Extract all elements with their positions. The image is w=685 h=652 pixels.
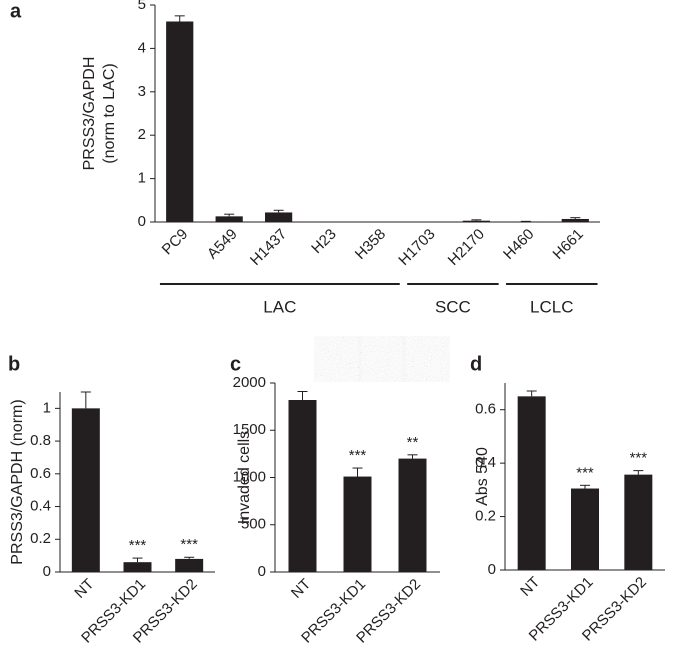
error-bar: [580, 484, 590, 489]
error-bar: [633, 470, 644, 475]
bar: [71, 408, 100, 572]
panel-label: b: [8, 353, 20, 375]
y-tick-label: 0.2: [30, 530, 51, 547]
error-bar: [224, 213, 235, 217]
panel-label: c: [230, 353, 241, 375]
significance: ***: [349, 447, 367, 464]
y-tick-label: 5: [138, 0, 146, 13]
y-axis-label: Invaded cells: [236, 431, 253, 524]
significance: ***: [630, 450, 648, 467]
y-tick-label: 3: [138, 83, 146, 100]
bar: [288, 400, 317, 572]
bar: [624, 474, 653, 570]
significance: ***: [129, 537, 147, 554]
bar: [166, 21, 194, 222]
bar: [215, 216, 243, 222]
y-tick-label: 0.8: [30, 432, 51, 449]
bar: [343, 476, 372, 572]
y-tick-label: 0.4: [475, 454, 496, 471]
y-tick-label: 0.4: [30, 498, 51, 515]
bar: [398, 458, 427, 572]
y-tick-label: 2000: [233, 374, 266, 391]
bar: [175, 558, 204, 572]
y-tick-label: 0: [258, 563, 266, 580]
bar: [561, 218, 589, 222]
error-bar: [352, 467, 363, 477]
y-axis-label: PRSS3/GAPDH: [81, 57, 98, 171]
x-tick-label: H23: [308, 226, 339, 257]
error-bar: [526, 390, 537, 397]
error-bar: [184, 556, 195, 559]
x-tick-label: H460: [500, 226, 537, 263]
panel-label: d: [470, 353, 482, 375]
y-tick-label: 1500: [233, 421, 266, 438]
x-tick-label: H1437: [247, 226, 290, 269]
y-tick-label: 1: [138, 170, 146, 187]
invasion-image: [362, 340, 402, 378]
group-label: LCLC: [530, 297, 573, 316]
bar: [123, 562, 152, 572]
y-tick-label: 500: [241, 516, 266, 533]
invasion-image: [318, 340, 358, 378]
x-tick-label: PC9: [159, 226, 192, 259]
invasion-image: [406, 340, 446, 378]
y-tick-label: 4: [138, 39, 146, 56]
x-tick-label: H1703: [395, 226, 438, 269]
group-label: SCC: [435, 297, 471, 316]
x-tick-label: H358: [352, 226, 389, 263]
bar: [462, 220, 490, 222]
error-bar: [471, 219, 482, 221]
y-tick-label: 1000: [233, 468, 266, 485]
error-bar: [407, 454, 418, 459]
y-tick-label: 0.6: [30, 465, 51, 482]
x-tick-label: A549: [204, 226, 241, 263]
error-bar: [273, 209, 284, 213]
significance: ***: [576, 464, 594, 481]
y-tick-label: 0.2: [475, 508, 496, 525]
error-bar: [80, 391, 91, 409]
y-axis-label: PRSS3/GAPDH (norm): [9, 399, 26, 564]
y-tick-label: 0: [43, 563, 51, 580]
y-tick-label: 1: [43, 399, 51, 416]
error-bar: [297, 391, 308, 401]
y-axis-label: (norm to LAC): [101, 63, 118, 163]
y-tick-label: 0.6: [475, 401, 496, 418]
error-bar: [570, 217, 581, 219]
x-tick-label: H2170: [445, 226, 488, 269]
y-tick-label: 0: [138, 213, 146, 230]
significance: ***: [180, 536, 198, 553]
bar: [571, 488, 599, 570]
bar: [265, 212, 293, 222]
error-bar: [132, 557, 143, 563]
error-bar: [174, 15, 185, 22]
group-label: LAC: [263, 297, 296, 316]
y-axis-label: Abs 540: [474, 447, 491, 506]
x-tick-label: H661: [550, 226, 587, 263]
y-tick-label: 2: [138, 126, 146, 143]
bar: [517, 396, 546, 570]
x-tick-label: NT: [288, 576, 314, 602]
panel-label: a: [10, 0, 22, 22]
x-tick-label: NT: [517, 574, 543, 600]
x-tick-label: NT: [71, 576, 97, 602]
y-tick-label: 0: [488, 561, 496, 578]
significance: **: [407, 434, 419, 451]
